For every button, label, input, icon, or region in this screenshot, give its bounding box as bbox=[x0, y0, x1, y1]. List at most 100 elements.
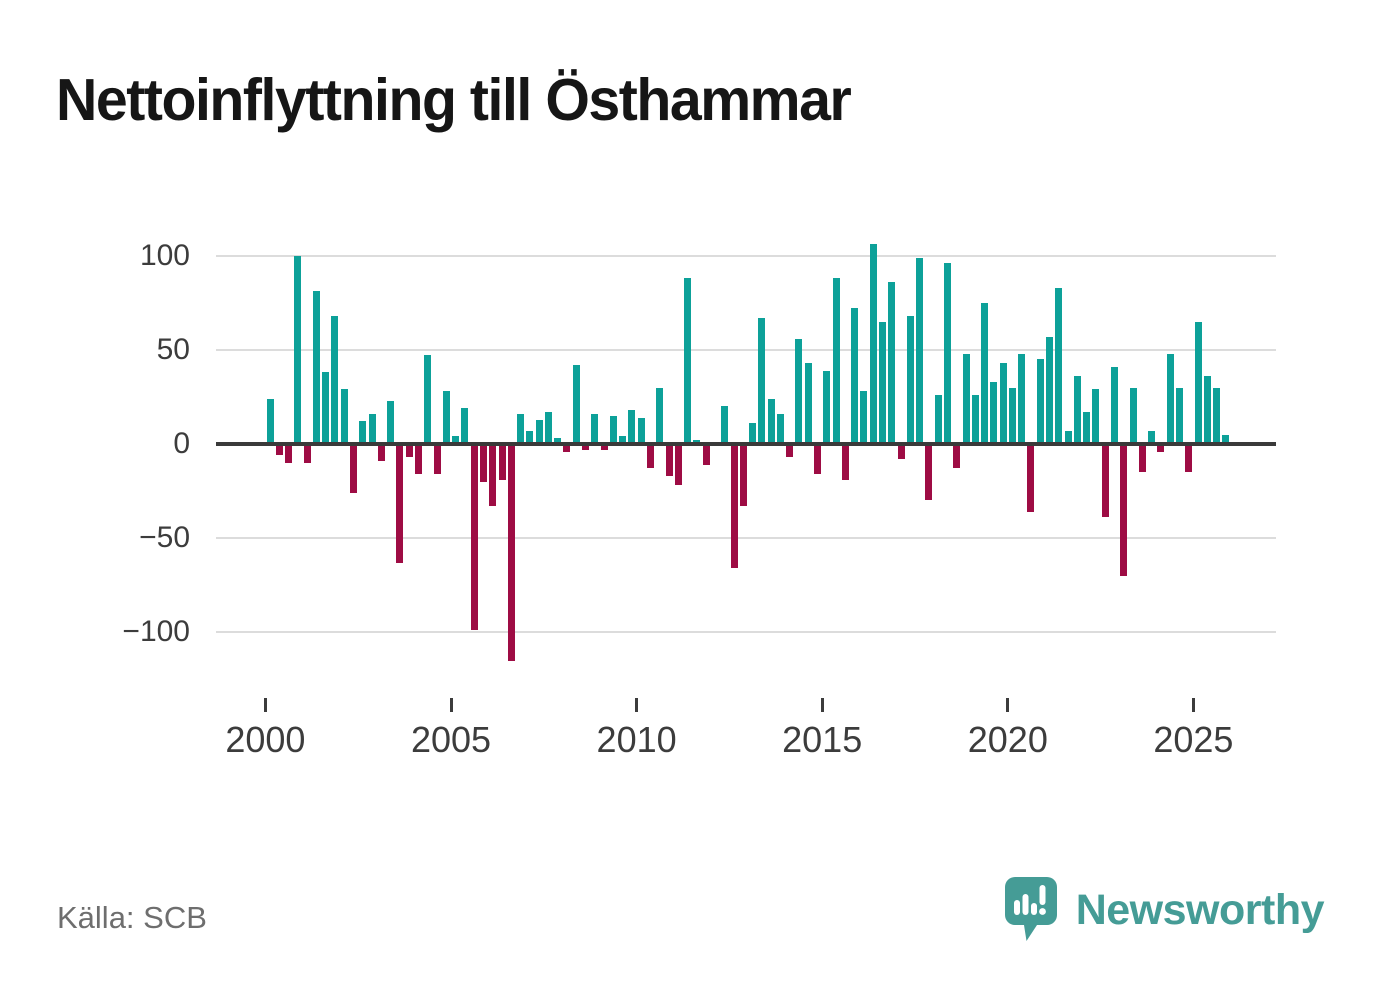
bar-negative bbox=[739, 444, 747, 507]
x-tick-mark bbox=[1191, 698, 1195, 712]
bar-positive bbox=[934, 395, 942, 444]
plot-area bbox=[216, 240, 1276, 700]
bar-positive bbox=[776, 413, 784, 444]
bar-negative bbox=[563, 444, 571, 452]
bar-positive bbox=[971, 395, 979, 444]
bar-positive bbox=[795, 338, 803, 444]
brand-lockup: Newsworthy bbox=[1004, 872, 1325, 948]
bar-positive bbox=[888, 282, 896, 444]
bar-positive bbox=[1213, 387, 1221, 444]
zero-line bbox=[216, 442, 1276, 446]
bar-positive bbox=[656, 387, 664, 444]
bar-positive bbox=[878, 321, 886, 444]
y-tick-label: −50 bbox=[139, 521, 190, 555]
x-tick-label: 2025 bbox=[1153, 719, 1234, 760]
bar-negative bbox=[674, 444, 682, 486]
bar-positive bbox=[554, 438, 562, 444]
source-label: Källa: SCB bbox=[57, 900, 207, 935]
brand-name: Newsworthy bbox=[1075, 885, 1325, 934]
x-tick-mark bbox=[635, 698, 639, 712]
bar-positive bbox=[943, 263, 951, 444]
gridline bbox=[216, 348, 1276, 351]
bar-positive bbox=[1148, 430, 1156, 444]
bar-negative bbox=[433, 444, 441, 475]
bar-positive bbox=[851, 308, 859, 444]
bar-positive bbox=[312, 291, 320, 444]
bar-negative bbox=[1185, 444, 1193, 473]
bar-negative bbox=[470, 444, 478, 631]
bar-positive bbox=[544, 411, 552, 444]
bar-positive bbox=[823, 370, 831, 444]
bar-positive bbox=[684, 278, 692, 444]
bar-positive bbox=[1194, 321, 1202, 444]
bar-positive bbox=[1055, 287, 1063, 444]
y-tick-label: 0 bbox=[173, 427, 190, 460]
bar-negative bbox=[665, 444, 673, 476]
bar-negative bbox=[925, 444, 933, 501]
bar-positive bbox=[1064, 430, 1072, 444]
bar-positive bbox=[832, 278, 840, 444]
bar-positive bbox=[331, 315, 339, 444]
bar-negative bbox=[303, 444, 311, 463]
x-tick-mark bbox=[263, 698, 267, 712]
bar-positive bbox=[1166, 353, 1174, 444]
bar-positive bbox=[1036, 359, 1044, 444]
bar-negative bbox=[350, 444, 358, 493]
bar-positive bbox=[721, 406, 729, 444]
bar-negative bbox=[405, 444, 413, 458]
bar-positive bbox=[1046, 336, 1054, 444]
bar-positive bbox=[804, 363, 812, 444]
bar-positive bbox=[1110, 366, 1118, 444]
bar-positive bbox=[442, 391, 450, 444]
bar-positive bbox=[962, 353, 970, 444]
bar-negative bbox=[275, 444, 283, 456]
bar-negative bbox=[814, 444, 822, 475]
bar-positive bbox=[452, 436, 460, 444]
bar-positive bbox=[461, 408, 469, 444]
bar-positive bbox=[609, 415, 617, 444]
bar-positive bbox=[1222, 434, 1230, 444]
y-tick-label: 100 bbox=[139, 238, 190, 272]
bar-negative bbox=[730, 444, 738, 569]
bar-positive bbox=[359, 421, 367, 444]
bar-positive bbox=[517, 413, 525, 444]
bar-negative bbox=[479, 444, 487, 482]
bar-positive bbox=[767, 398, 775, 444]
gridline bbox=[216, 537, 1276, 540]
newsworthy-logo-icon bbox=[1004, 877, 1057, 941]
bar-positive bbox=[535, 419, 543, 444]
x-tick-label: 2000 bbox=[225, 719, 306, 760]
bar-negative bbox=[507, 444, 515, 661]
bar-negative bbox=[1027, 444, 1035, 512]
bar-positive bbox=[322, 372, 330, 444]
y-tick-label: −100 bbox=[122, 615, 190, 649]
bar-positive bbox=[340, 389, 348, 444]
bar-positive bbox=[628, 410, 636, 444]
y-tick-label: 50 bbox=[156, 332, 190, 366]
bar-negative bbox=[897, 444, 905, 460]
bar-positive bbox=[1175, 387, 1183, 444]
bar-positive bbox=[266, 398, 274, 444]
bar-positive bbox=[999, 363, 1007, 444]
bar-negative bbox=[498, 444, 506, 480]
bar-negative bbox=[1157, 444, 1165, 452]
bar-positive bbox=[869, 244, 877, 444]
bar-negative bbox=[702, 444, 710, 465]
x-tick-label: 2010 bbox=[596, 719, 677, 760]
bar-positive bbox=[758, 317, 766, 444]
bar-positive bbox=[1083, 411, 1091, 444]
bar-negative bbox=[841, 444, 849, 480]
x-tick-label: 2020 bbox=[967, 719, 1048, 760]
bar-negative bbox=[953, 444, 961, 469]
bar-positive bbox=[572, 364, 580, 444]
bar-positive bbox=[368, 413, 376, 444]
bar-positive bbox=[981, 302, 989, 444]
x-tick-label: 2015 bbox=[782, 719, 863, 760]
bar-positive bbox=[1129, 387, 1137, 444]
bar-negative bbox=[786, 444, 794, 458]
x-tick-mark bbox=[1006, 698, 1010, 712]
bar-positive bbox=[906, 315, 914, 444]
chart-title: Nettoinflyttning till Östhammar bbox=[56, 67, 852, 133]
